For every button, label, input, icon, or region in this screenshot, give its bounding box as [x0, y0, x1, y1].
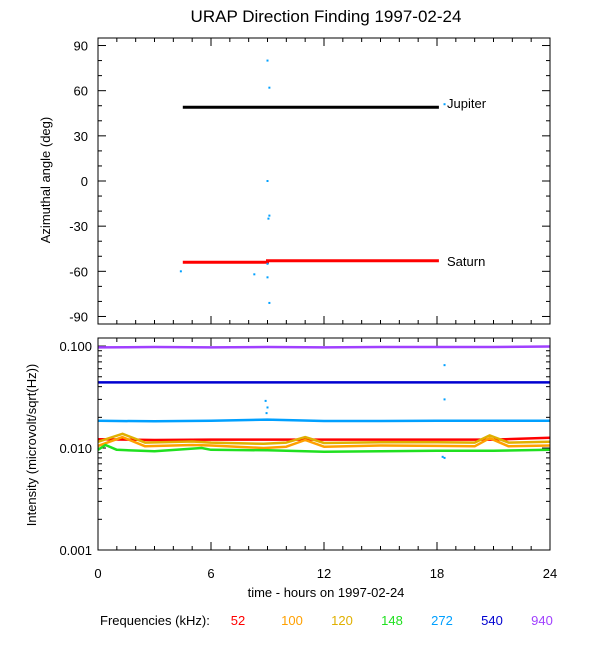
scatter-point: [264, 399, 267, 402]
top-series-group: [182, 105, 439, 264]
top-axis-ticks: 90 60 30 0 -30 -60 -90: [69, 38, 551, 324]
legend-item-272: 272: [431, 613, 453, 628]
scatter-point: [443, 364, 446, 367]
x-tick-label: 12: [317, 566, 331, 581]
series-line-940: [97, 345, 551, 349]
legend-items: 52 100 120 148 272 540 940: [231, 613, 553, 628]
x-tick-label: 24: [543, 566, 557, 581]
x-tick-label: 18: [430, 566, 444, 581]
scatter-point: [441, 455, 444, 458]
legend-item-148: 148: [381, 613, 403, 628]
legend-item-100: 100: [281, 613, 303, 628]
bottom-series-group: [97, 345, 551, 453]
bottom-scatter-group: [264, 364, 446, 459]
bottom-panel: 0.100 0.010 0.001: [59, 337, 551, 558]
scatter-point: [443, 398, 446, 401]
series-line-saturn: [182, 259, 439, 264]
scatter-point: [266, 59, 269, 62]
series-line-272: [97, 418, 550, 423]
scatter-point: [268, 86, 271, 89]
y-tick-label: 30: [74, 129, 88, 144]
y-tick-label: 0: [81, 174, 88, 189]
jupiter-label: Jupiter: [447, 96, 487, 111]
legend-item-540: 540: [481, 613, 503, 628]
top-y-axis-label: Azimuthal angle (deg): [38, 117, 53, 243]
legend-item-52: 52: [231, 613, 245, 628]
scatter-point: [265, 412, 268, 415]
scatter-point: [253, 273, 256, 276]
series-line-148: [97, 443, 551, 453]
top-scatter-group: [179, 59, 446, 304]
series-line-120: [97, 432, 551, 446]
legend-item-120: 120: [331, 613, 353, 628]
y-tick-label: 0.001: [59, 543, 92, 558]
scatter-point: [266, 276, 269, 279]
chart-title: URAP Direction Finding 1997-02-24: [191, 7, 462, 26]
scatter-point: [266, 262, 269, 265]
x-tick-labels: 0 6 12 18 24: [94, 566, 557, 581]
saturn-label: Saturn: [447, 254, 485, 269]
scatter-point: [443, 456, 446, 459]
bottom-plot-frame: [97, 337, 551, 551]
top-plot-frame: [97, 37, 551, 325]
legend-item-940: 940: [531, 613, 553, 628]
series-line-100: [97, 435, 551, 450]
scatter-point: [266, 406, 269, 409]
frequency-legend: Frequencies (kHz): 52 100 120 148 272 540 940: [100, 613, 553, 628]
scatter-point: [268, 301, 271, 304]
x-tick-label: 6: [207, 566, 214, 581]
y-tick-label: -30: [69, 219, 88, 234]
y-tick-label: 90: [74, 39, 88, 54]
top-panel: 90 60 30 0 -30 -60 -90: [69, 37, 551, 325]
x-tick-label: 0: [94, 566, 101, 581]
scatter-point: [443, 103, 446, 106]
series-line-52: [97, 436, 551, 442]
y-tick-label: 60: [74, 84, 88, 99]
bottom-y-axis-label: Intensity (microvolt/sqrt(Hz)): [24, 364, 39, 527]
y-tick-label: 0.100: [59, 339, 92, 354]
bottom-axis-ticks: 0.100 0.010 0.001: [59, 338, 551, 558]
x-axis-label: time - hours on 1997-02-24: [248, 585, 405, 600]
y-tick-label: -60: [69, 264, 88, 279]
scatter-point: [179, 270, 182, 273]
y-tick-label: -90: [69, 309, 88, 324]
scatter-point: [266, 180, 269, 182]
scatter-point: [268, 214, 271, 217]
scatter-point: [267, 217, 270, 220]
legend-title: Frequencies (kHz):: [100, 613, 210, 628]
y-tick-label: 0.010: [59, 441, 92, 456]
